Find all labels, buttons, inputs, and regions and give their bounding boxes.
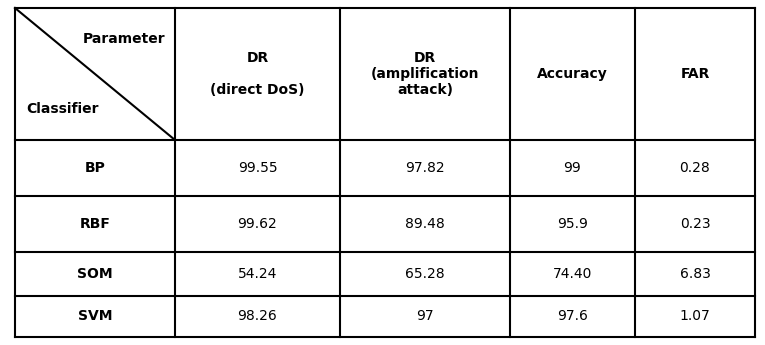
Text: 97.6: 97.6 [557, 309, 588, 324]
Text: Classifier: Classifier [27, 102, 99, 116]
Text: DR

(direct DoS): DR (direct DoS) [210, 51, 304, 97]
Text: Accuracy: Accuracy [537, 67, 608, 81]
Text: SVM: SVM [78, 309, 112, 324]
Text: 97: 97 [416, 309, 434, 324]
Text: BP: BP [85, 161, 106, 175]
Text: Parameter: Parameter [83, 32, 165, 46]
Text: 0.23: 0.23 [679, 217, 711, 231]
Text: FAR: FAR [680, 67, 710, 81]
Text: 6.83: 6.83 [679, 267, 711, 281]
Text: 99.62: 99.62 [238, 217, 278, 231]
Text: DR
(amplification
attack): DR (amplification attack) [371, 51, 479, 97]
Text: 1.07: 1.07 [679, 309, 711, 324]
Text: RBF: RBF [80, 217, 110, 231]
Text: 97.82: 97.82 [405, 161, 444, 175]
Text: 95.9: 95.9 [557, 217, 588, 231]
Text: SOM: SOM [77, 267, 112, 281]
Text: 99.55: 99.55 [238, 161, 277, 175]
Text: 0.28: 0.28 [679, 161, 711, 175]
Text: 65.28: 65.28 [405, 267, 444, 281]
Text: 99: 99 [564, 161, 581, 175]
Text: 74.40: 74.40 [553, 267, 592, 281]
Text: 54.24: 54.24 [238, 267, 277, 281]
Text: 98.26: 98.26 [238, 309, 278, 324]
Text: 89.48: 89.48 [405, 217, 445, 231]
